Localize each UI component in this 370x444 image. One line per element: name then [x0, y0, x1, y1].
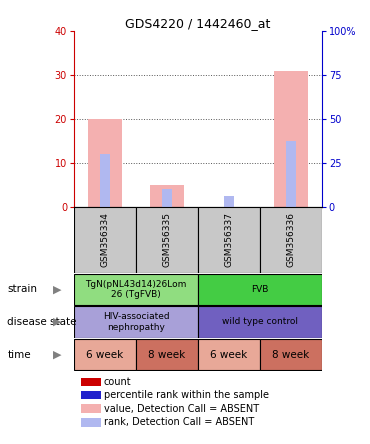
Text: 6 week: 6 week	[86, 350, 124, 360]
Bar	[74, 207, 136, 273]
Text: TgN(pNL43d14)26Lom
26 (TgFVB): TgN(pNL43d14)26Lom 26 (TgFVB)	[85, 280, 186, 299]
Text: rank, Detection Call = ABSENT: rank, Detection Call = ABSENT	[104, 417, 254, 427]
Text: ▶: ▶	[53, 284, 61, 294]
Text: GSM356336: GSM356336	[286, 213, 295, 267]
Text: 8 week: 8 week	[148, 350, 186, 360]
Bar	[136, 207, 198, 273]
Bar	[260, 339, 322, 370]
Bar	[81, 377, 101, 386]
Title: GDS4220 / 1442460_at: GDS4220 / 1442460_at	[125, 17, 270, 30]
Text: percentile rank within the sample: percentile rank within the sample	[104, 390, 269, 400]
Text: ▶: ▶	[53, 350, 61, 360]
Text: strain: strain	[7, 284, 37, 294]
Text: GSM356335: GSM356335	[162, 213, 171, 267]
Text: wild type control: wild type control	[222, 317, 298, 326]
Text: value, Detection Call = ABSENT: value, Detection Call = ABSENT	[104, 404, 259, 414]
Bar	[198, 339, 260, 370]
Bar	[74, 339, 136, 370]
Bar	[260, 207, 322, 273]
Text: GSM356337: GSM356337	[225, 213, 233, 267]
Text: FVB: FVB	[251, 285, 269, 294]
Text: GSM356334: GSM356334	[101, 213, 110, 267]
Bar	[88, 119, 122, 207]
Text: 8 week: 8 week	[272, 350, 310, 360]
Bar	[286, 141, 296, 207]
Bar	[136, 339, 198, 370]
Text: time: time	[7, 350, 31, 360]
Text: HIV-associated
nephropathy: HIV-associated nephropathy	[102, 312, 169, 332]
Text: ▶: ▶	[53, 317, 61, 327]
Bar	[198, 306, 322, 338]
Bar	[100, 154, 110, 207]
Bar	[74, 306, 198, 338]
Bar	[74, 274, 198, 305]
Bar	[81, 391, 101, 399]
Bar	[198, 274, 322, 305]
Bar	[274, 71, 308, 207]
Bar	[162, 190, 172, 207]
Text: count: count	[104, 377, 131, 387]
Bar	[198, 207, 260, 273]
Text: disease state: disease state	[7, 317, 77, 327]
Bar	[224, 196, 233, 207]
Text: 6 week: 6 week	[210, 350, 248, 360]
Bar	[150, 185, 184, 207]
Bar	[81, 418, 101, 427]
Bar	[81, 404, 101, 413]
